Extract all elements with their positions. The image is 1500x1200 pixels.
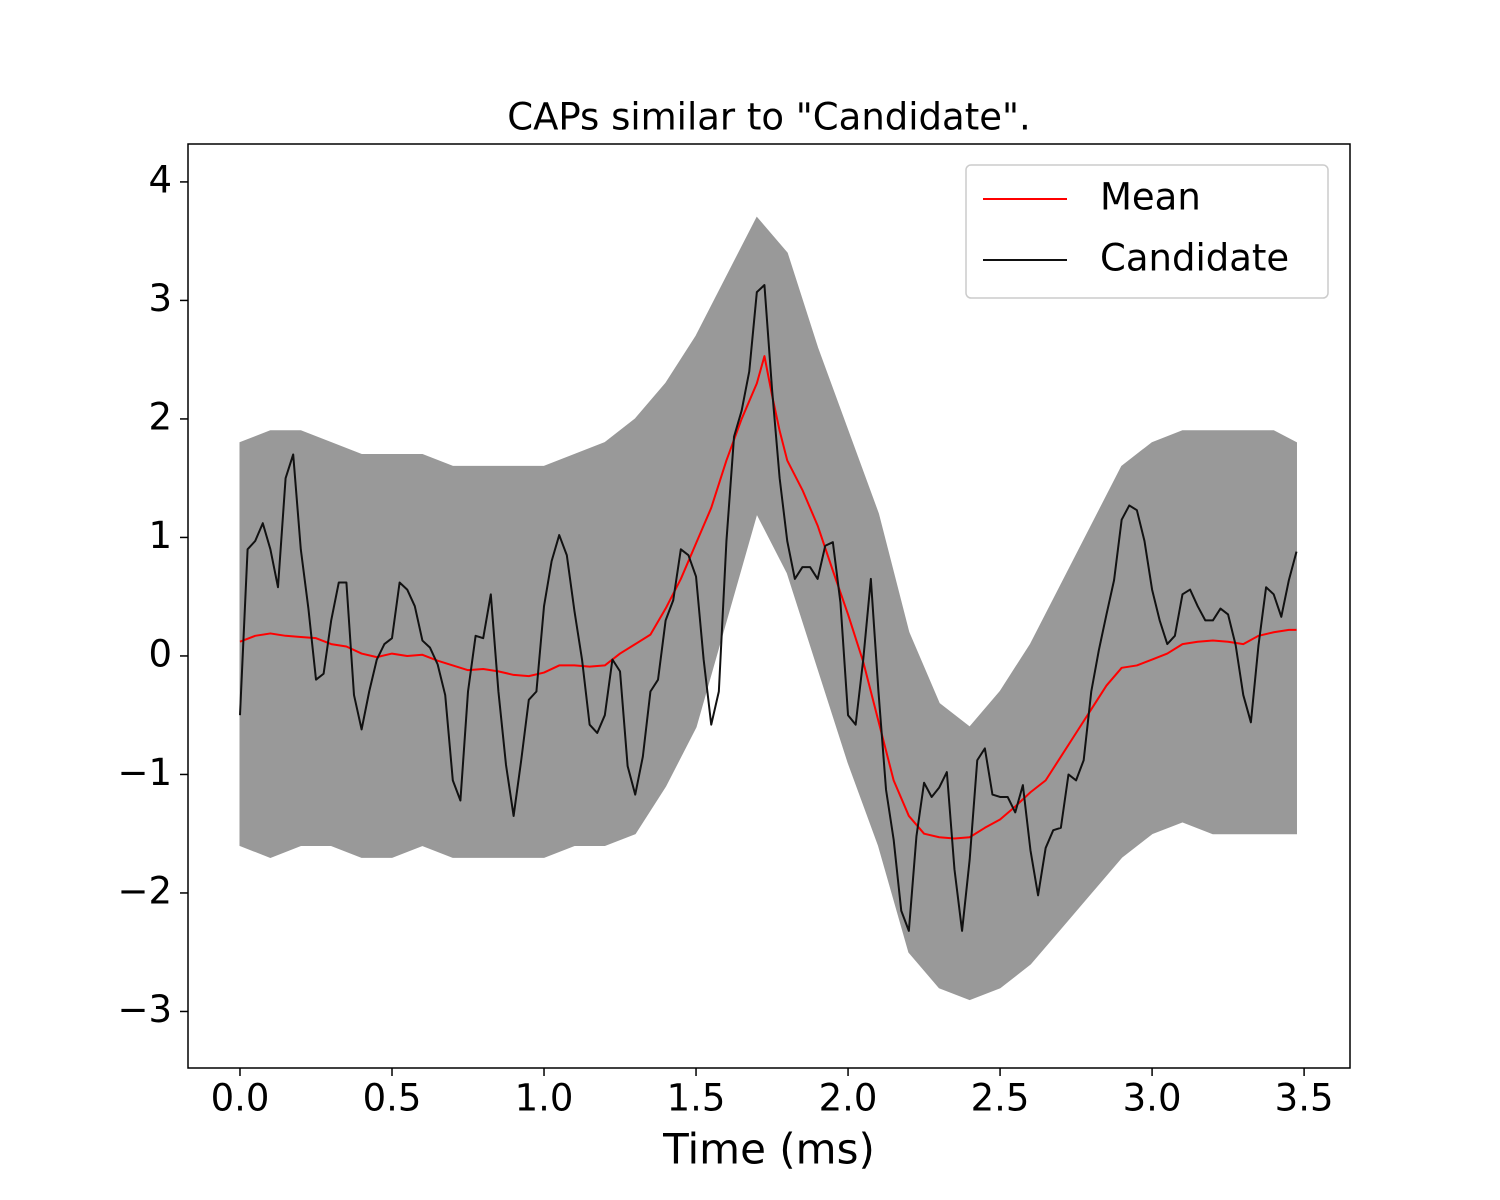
- x-tick-label: 1.5: [667, 1077, 726, 1120]
- y-tick-label: −2: [117, 869, 172, 912]
- y-tick-label: 1: [148, 514, 172, 557]
- x-tick-label: 3.5: [1275, 1077, 1334, 1120]
- x-tick-label: 2.0: [819, 1077, 878, 1120]
- y-tick-label: 2: [148, 395, 172, 438]
- x-axis-label: Time (ms): [662, 1125, 875, 1174]
- y-tick-label: −1: [117, 751, 172, 794]
- y-tick-label: −3: [117, 988, 172, 1031]
- series-line: [238, 284, 1298, 932]
- x-tick-label: 3.0: [1123, 1077, 1182, 1120]
- x-tick-label: 1.0: [515, 1077, 574, 1120]
- legend-label: Mean: [1100, 176, 1201, 219]
- y-tick-label: 0: [148, 632, 172, 675]
- trace-band: [239, 216, 1297, 1001]
- x-tick-label: 2.5: [971, 1077, 1030, 1120]
- y-tick-label: 3: [148, 277, 172, 320]
- y-tick-label: 4: [148, 158, 172, 201]
- plot-area: [238, 216, 1298, 1001]
- plot-frame: [187, 143, 1351, 1069]
- legend-label: Candidate: [1100, 237, 1289, 280]
- x-tick-label: 0.5: [363, 1077, 422, 1120]
- x-tick-label: 0.0: [211, 1077, 270, 1120]
- chart-title: CAPs similar to "Candidate".: [507, 96, 1031, 139]
